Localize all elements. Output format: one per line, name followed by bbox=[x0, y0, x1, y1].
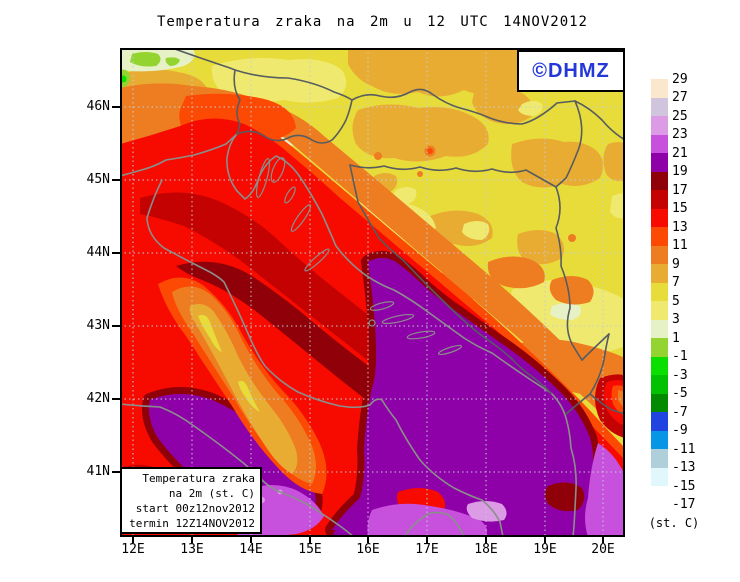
lat-label-42N: 42N bbox=[86, 391, 110, 406]
info-line-3: start 00z12nov2012 bbox=[135, 502, 255, 515]
colorbar-tick--3: -3 bbox=[672, 367, 688, 383]
colorbar-swatch-22 bbox=[651, 486, 668, 505]
colorbar-tick--11: -11 bbox=[672, 441, 696, 457]
colorbar-tick-23: 23 bbox=[672, 127, 688, 143]
colorbar-swatch-2 bbox=[651, 116, 668, 135]
lon-label-19E: 19E bbox=[533, 542, 557, 557]
dhmz-watermark: ©DHMZ bbox=[517, 50, 625, 92]
colorbar-tick--13: -13 bbox=[672, 460, 696, 476]
lon-label-18E: 18E bbox=[474, 542, 498, 557]
colorbar-tick-13: 13 bbox=[672, 219, 688, 235]
info-line-4: termin 12Z14NOV2012 bbox=[129, 517, 255, 530]
info-line-2: na 2m (st. C) bbox=[168, 487, 255, 500]
colorbar-tick-27: 27 bbox=[672, 90, 688, 106]
colorbar-unit-label: (st. C) bbox=[648, 516, 700, 530]
lat-tick-41N bbox=[112, 471, 120, 473]
map-title: Temperatura zraka na 2m u 12 UTC 14NOV20… bbox=[156, 14, 588, 30]
info-box: Temperatura zraka na 2m (st. C) start 00… bbox=[120, 467, 262, 534]
colorbar-tick-21: 21 bbox=[672, 145, 688, 161]
colorbar-tick-7: 7 bbox=[672, 275, 680, 291]
colorbar-swatch-21 bbox=[651, 467, 668, 487]
lon-label-17E: 17E bbox=[415, 542, 439, 557]
lon-tick-19E bbox=[544, 537, 546, 543]
lon-tick-13E bbox=[191, 537, 193, 543]
copyright-dhmz-label: ©DHMZ bbox=[532, 59, 610, 82]
lon-label-14E: 14E bbox=[239, 542, 263, 557]
lat-tick-43N bbox=[112, 325, 120, 327]
colorbar-swatch-20 bbox=[651, 449, 668, 468]
colorbar-tick-17: 17 bbox=[672, 182, 688, 198]
lat-tick-42N bbox=[112, 398, 120, 400]
lon-tick-16E bbox=[367, 537, 369, 543]
colorbar-tick-15: 15 bbox=[672, 201, 688, 217]
info-line-1: Temperatura zraka bbox=[142, 472, 255, 485]
colorbar-tick-25: 25 bbox=[672, 108, 688, 124]
colorbar-tick--1: -1 bbox=[672, 349, 688, 365]
colorbar-swatch-6 bbox=[651, 190, 668, 209]
lat-label-46N: 46N bbox=[86, 99, 110, 114]
lon-label-15E: 15E bbox=[298, 542, 322, 557]
colorbar-tick--15: -15 bbox=[672, 478, 696, 494]
colorbar-tick--7: -7 bbox=[672, 404, 688, 420]
colorbar-swatch-9 bbox=[651, 245, 668, 265]
lon-tick-12E bbox=[132, 537, 134, 543]
colorbar-swatch-14 bbox=[651, 338, 668, 357]
colorbar-swatch-19 bbox=[651, 430, 668, 450]
temperature-map-svg bbox=[120, 48, 625, 537]
colorbar-tick--5: -5 bbox=[672, 386, 688, 402]
map-canvas bbox=[120, 48, 625, 537]
colorbar-swatch-0 bbox=[651, 79, 668, 98]
colorbar-swatch-18 bbox=[651, 412, 668, 431]
colorbar-tick--17: -17 bbox=[672, 497, 696, 513]
colorbar-swatch-15 bbox=[651, 356, 668, 376]
colorbar-swatch-5 bbox=[651, 171, 668, 191]
lon-label-20E: 20E bbox=[591, 542, 615, 557]
colorbar-swatch-8 bbox=[651, 227, 668, 246]
colorbar-swatch-13 bbox=[651, 319, 668, 339]
lon-tick-17E bbox=[426, 537, 428, 543]
colorbar-swatch-11 bbox=[651, 282, 668, 302]
colorbar-tick-19: 19 bbox=[672, 164, 688, 180]
lon-tick-20E bbox=[602, 537, 604, 543]
colorbar-swatch-17 bbox=[651, 393, 668, 413]
coastline bbox=[120, 133, 577, 537]
lon-tick-18E bbox=[485, 537, 487, 543]
lat-label-43N: 43N bbox=[86, 318, 110, 333]
colorbar-tick-29: 29 bbox=[672, 71, 688, 87]
colorbar-tick-9: 9 bbox=[672, 256, 680, 272]
colorbar-tick-3: 3 bbox=[672, 312, 680, 328]
lat-tick-45N bbox=[112, 179, 120, 181]
islands-outline bbox=[255, 157, 463, 356]
lat-tick-44N bbox=[112, 252, 120, 254]
lat-label-41N: 41N bbox=[86, 464, 110, 479]
colorbar-swatch-3 bbox=[651, 134, 668, 154]
colorbar-swatch-12 bbox=[651, 301, 668, 320]
colorbar-swatch-16 bbox=[651, 375, 668, 394]
colorbar-tick--9: -9 bbox=[672, 423, 688, 439]
colorbar-tick-11: 11 bbox=[672, 238, 688, 254]
colorbar-swatch-7 bbox=[651, 208, 668, 228]
lon-tick-15E bbox=[309, 537, 311, 543]
colorbar-tick-1: 1 bbox=[672, 330, 680, 346]
lat-label-44N: 44N bbox=[86, 245, 110, 260]
colorbar-tick-5: 5 bbox=[672, 293, 680, 309]
lon-label-13E: 13E bbox=[180, 542, 204, 557]
lat-tick-46N bbox=[112, 106, 120, 108]
lon-label-16E: 16E bbox=[356, 542, 380, 557]
colorbar-swatch-4 bbox=[651, 153, 668, 172]
lat-label-45N: 45N bbox=[86, 172, 110, 187]
lon-tick-14E bbox=[250, 537, 252, 543]
colorbar-swatch-10 bbox=[651, 264, 668, 283]
lon-label-12E: 12E bbox=[121, 542, 145, 557]
country-borders bbox=[171, 48, 625, 415]
colorbar-swatch-1 bbox=[651, 97, 668, 117]
